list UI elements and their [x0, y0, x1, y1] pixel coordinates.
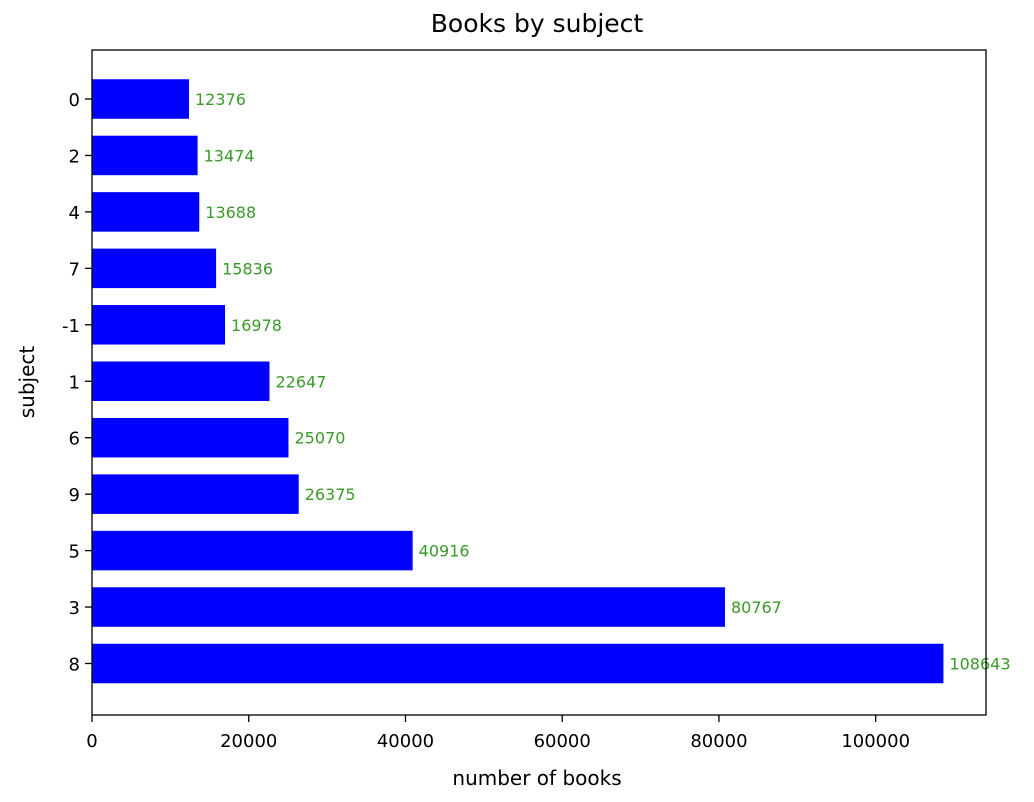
y-tick-label-1: 1	[69, 372, 80, 393]
plot-frame	[91, 49, 987, 716]
x-tick-label-40000: 40000	[377, 731, 434, 752]
y-tick-label-2: 2	[69, 146, 80, 167]
data-label-2: 13474	[204, 146, 255, 165]
data-label-1: 22647	[275, 372, 326, 391]
bar-5	[92, 530, 413, 571]
data-label-7: 15836	[222, 259, 273, 278]
bar-6	[92, 417, 289, 458]
data-label-4: 13688	[205, 203, 256, 222]
y-axis: 0 2 4 7 -1 1 6 9 5 3 8	[62, 90, 92, 676]
bar-0	[92, 79, 189, 119]
x-tick-label-100000: 100000	[841, 731, 910, 752]
x-tick-label-20000: 20000	[220, 731, 277, 752]
data-label-8: 108643	[949, 655, 1010, 674]
data-label-6: 25070	[294, 429, 345, 448]
data-label-0: 12376	[195, 90, 246, 109]
y-tick-label-3: 3	[69, 598, 80, 619]
y-tick-label-6: 6	[69, 429, 80, 450]
x-axis-label: number of books	[452, 766, 621, 790]
y-tick-label-9: 9	[69, 485, 80, 506]
bar-4	[92, 192, 200, 232]
y-tick-label-8: 8	[69, 655, 80, 676]
y-tick-label-4: 4	[69, 203, 80, 224]
y-tick-label-7: 7	[69, 259, 80, 280]
bar-7	[92, 248, 217, 289]
y-axis-label: subject	[15, 346, 39, 419]
bar-2	[92, 135, 198, 176]
bar-9	[92, 474, 299, 514]
y-tick-label-0: 0	[69, 90, 80, 111]
bar-group	[92, 79, 944, 684]
chart-title: Books by subject	[431, 9, 644, 38]
data-label-group: 12376 13474 13688 15836 16978 22647 25070 26375…	[195, 90, 1011, 674]
x-tick-label-80000: 80000	[690, 731, 747, 752]
data-label-9: 26375	[305, 485, 356, 504]
bar-8	[92, 643, 944, 684]
x-tick-label-60000: 60000	[534, 731, 591, 752]
data-label-5: 40916	[419, 542, 470, 561]
y-tick-label--1: -1	[62, 316, 80, 337]
bar-1	[92, 361, 270, 401]
x-axis: 0 20000 40000 60000 80000 100000	[86, 715, 910, 752]
x-tick-label-0: 0	[86, 731, 97, 752]
y-tick-label-5: 5	[69, 542, 80, 563]
bar-3	[92, 587, 725, 627]
data-label-3: 80767	[731, 598, 782, 617]
bar--1	[92, 305, 226, 345]
data-label--1: 16978	[231, 316, 282, 335]
